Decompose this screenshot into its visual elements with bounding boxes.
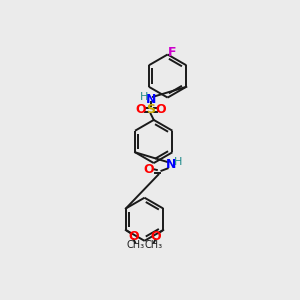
Text: N: N xyxy=(146,93,156,106)
Text: O: O xyxy=(144,164,154,176)
Text: O: O xyxy=(150,230,161,243)
Text: O: O xyxy=(135,103,146,116)
Text: N: N xyxy=(166,158,176,171)
Text: O: O xyxy=(128,230,139,243)
Text: H: H xyxy=(140,92,149,102)
Text: S: S xyxy=(146,103,155,116)
Text: F: F xyxy=(168,46,176,59)
Text: CH₃: CH₃ xyxy=(145,240,163,250)
Text: O: O xyxy=(155,103,166,116)
Text: CH₃: CH₃ xyxy=(126,240,144,250)
Text: H: H xyxy=(173,157,182,167)
